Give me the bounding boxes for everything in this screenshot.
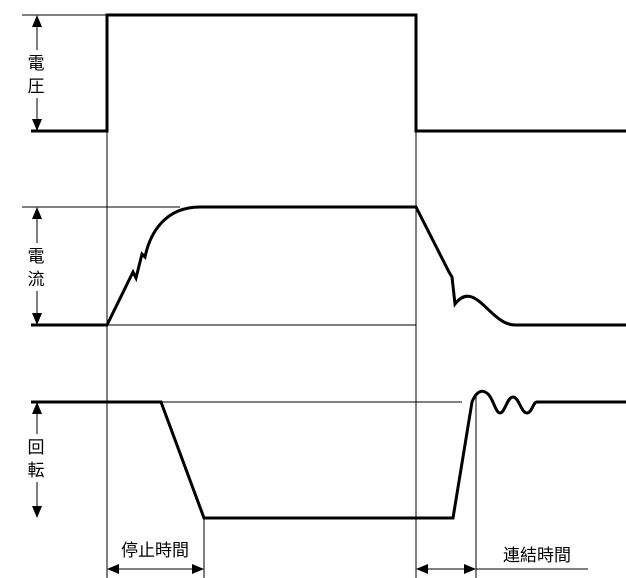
rotation-label-char-1: 回 xyxy=(28,438,45,457)
current-label-bg xyxy=(22,243,50,291)
current-label-char-2: 流 xyxy=(28,270,45,289)
stop-time-label: 停止時間 xyxy=(121,541,189,560)
voltage-label-char-1: 電 xyxy=(28,54,45,73)
voltage-label-bg xyxy=(22,50,50,98)
rotation-waveform xyxy=(31,389,626,520)
current-label-char-1: 電 xyxy=(28,247,45,266)
current-waveform xyxy=(31,205,626,327)
coupling-time-label: 連結時間 xyxy=(503,546,571,565)
voltage-waveform xyxy=(31,13,626,133)
rotation-label-bg xyxy=(22,434,50,482)
voltage-label-char-2: 圧 xyxy=(28,77,45,96)
rotation-label-char-2: 転 xyxy=(28,461,45,480)
